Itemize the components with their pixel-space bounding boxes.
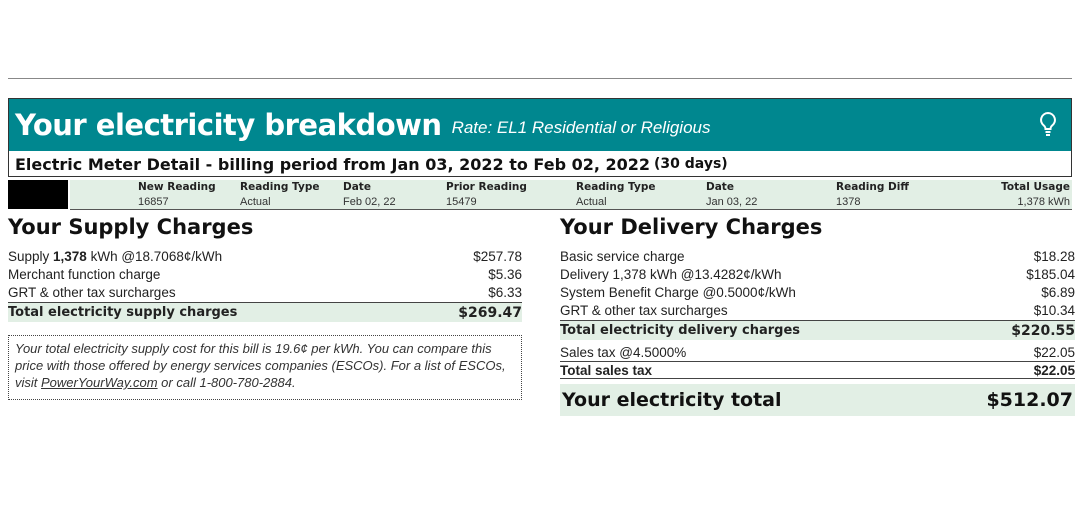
electricity-total: Your electricity total $512.07 — [560, 384, 1075, 416]
col-prior-date: Date — [706, 181, 734, 193]
delivery-title: Your Delivery Charges — [560, 215, 823, 239]
label: Sales tax @4.5000% — [560, 344, 687, 360]
title-band: Your electricity breakdown Rate: EL1 Res… — [9, 99, 1071, 151]
label: Total electricity supply charges — [8, 305, 238, 320]
breakdown-header: Your electricity breakdown Rate: EL1 Res… — [8, 98, 1072, 177]
meter-table: New Reading Reading Type Date Prior Read… — [70, 180, 1072, 210]
cell: Jan 03, 22 — [706, 196, 758, 208]
col-prior-reading-type: Reading Type — [576, 181, 656, 193]
cell: 16857 — [138, 196, 169, 208]
cell: 15479 — [446, 196, 477, 208]
col-total-usage: Total Usage — [1001, 181, 1070, 193]
amount: $10.34 — [1033, 302, 1075, 318]
cell: Actual — [240, 196, 271, 208]
label: Basic service charge — [560, 248, 685, 264]
label: Total electricity delivery charges — [560, 323, 801, 338]
label: GRT & other tax surcharges — [560, 302, 728, 318]
billing-period: billing period from Jan 03, 2022 to Feb … — [217, 154, 651, 174]
cell: Feb 02, 22 — [343, 196, 396, 208]
delivery-item: Basic service charge $18.28 — [560, 247, 1075, 265]
amount: $6.33 — [488, 284, 522, 300]
label: Your electricity total — [562, 389, 782, 411]
total-sales-tax: Total sales tax $22.05 — [560, 361, 1075, 379]
col-date: Date — [343, 181, 371, 193]
delivery-item: GRT & other tax surcharges $10.34 — [560, 301, 1075, 319]
supply-total: Total electricity supply charges $269.47 — [8, 302, 522, 322]
amount: $220.55 — [1011, 322, 1075, 339]
redacted-meter-number — [8, 180, 68, 209]
amount: $22.05 — [1033, 362, 1075, 378]
lightbulb-icon — [1040, 111, 1056, 136]
col-reading-diff: Reading Diff — [836, 181, 909, 193]
note-text: or call 1-800-780-2884. — [157, 375, 296, 390]
col-prior-reading: Prior Reading — [446, 181, 527, 193]
cell: 1378 — [836, 196, 861, 208]
grt-line: GRT & other tax surcharges $6.33 — [8, 283, 522, 301]
cell: 1,378 kWh — [1017, 196, 1070, 208]
col-new-reading: New Reading — [138, 181, 216, 193]
rate-label: Rate: EL1 Residential or Religious — [451, 118, 711, 137]
page-title: Your electricity breakdown — [15, 108, 442, 142]
esco-note: Your total electricity supply cost for t… — [8, 335, 522, 400]
billing-days: (30 days) — [654, 156, 728, 172]
delivery-total: Total electricity delivery charges $220.5… — [560, 320, 1075, 340]
poweryourway-link[interactable]: PowerYourWay.com — [41, 375, 158, 390]
amount: $22.05 — [1033, 344, 1075, 360]
amount: $6.89 — [1041, 284, 1075, 300]
amount: $512.07 — [986, 389, 1073, 411]
label: GRT & other tax surcharges — [8, 284, 176, 300]
rate: kWh @18.7068¢/kWh — [86, 248, 223, 264]
amount: $185.04 — [1026, 266, 1075, 282]
label: Delivery 1,378 kWh @13.4282¢/kWh — [560, 266, 782, 282]
meter-detail-heading: Electric Meter Detail - billing period f… — [9, 151, 1071, 177]
label: System Benefit Charge @0.5000¢/kWh — [560, 284, 796, 300]
cell: Actual — [576, 196, 607, 208]
divider — [8, 78, 1072, 79]
sales-tax-line: Sales tax @4.5000% $22.05 — [560, 343, 1075, 361]
label: Merchant function charge — [8, 266, 161, 282]
amount: $257.78 — [473, 248, 522, 264]
meter-title: Electric Meter Detail - — [15, 154, 213, 174]
supply-line: Supply 1,378 kWh @18.7068¢/kWh $257.78 — [8, 247, 522, 265]
delivery-item: System Benefit Charge @0.5000¢/kWh $6.89 — [560, 283, 1075, 301]
usage: 1,378 — [53, 248, 87, 264]
col-reading-type: Reading Type — [240, 181, 320, 193]
label: Total sales tax — [560, 362, 653, 378]
supply-title: Your Supply Charges — [8, 215, 254, 239]
delivery-item: Delivery 1,378 kWh @13.4282¢/kWh $185.04 — [560, 265, 1075, 283]
amount: $18.28 — [1033, 248, 1075, 264]
note-text: Your total electricity supply cost for t… — [15, 341, 506, 390]
merchant-line: Merchant function charge $5.36 — [8, 265, 522, 283]
amount: $269.47 — [458, 304, 522, 321]
label: Supply — [8, 248, 54, 264]
amount: $5.36 — [488, 266, 522, 282]
